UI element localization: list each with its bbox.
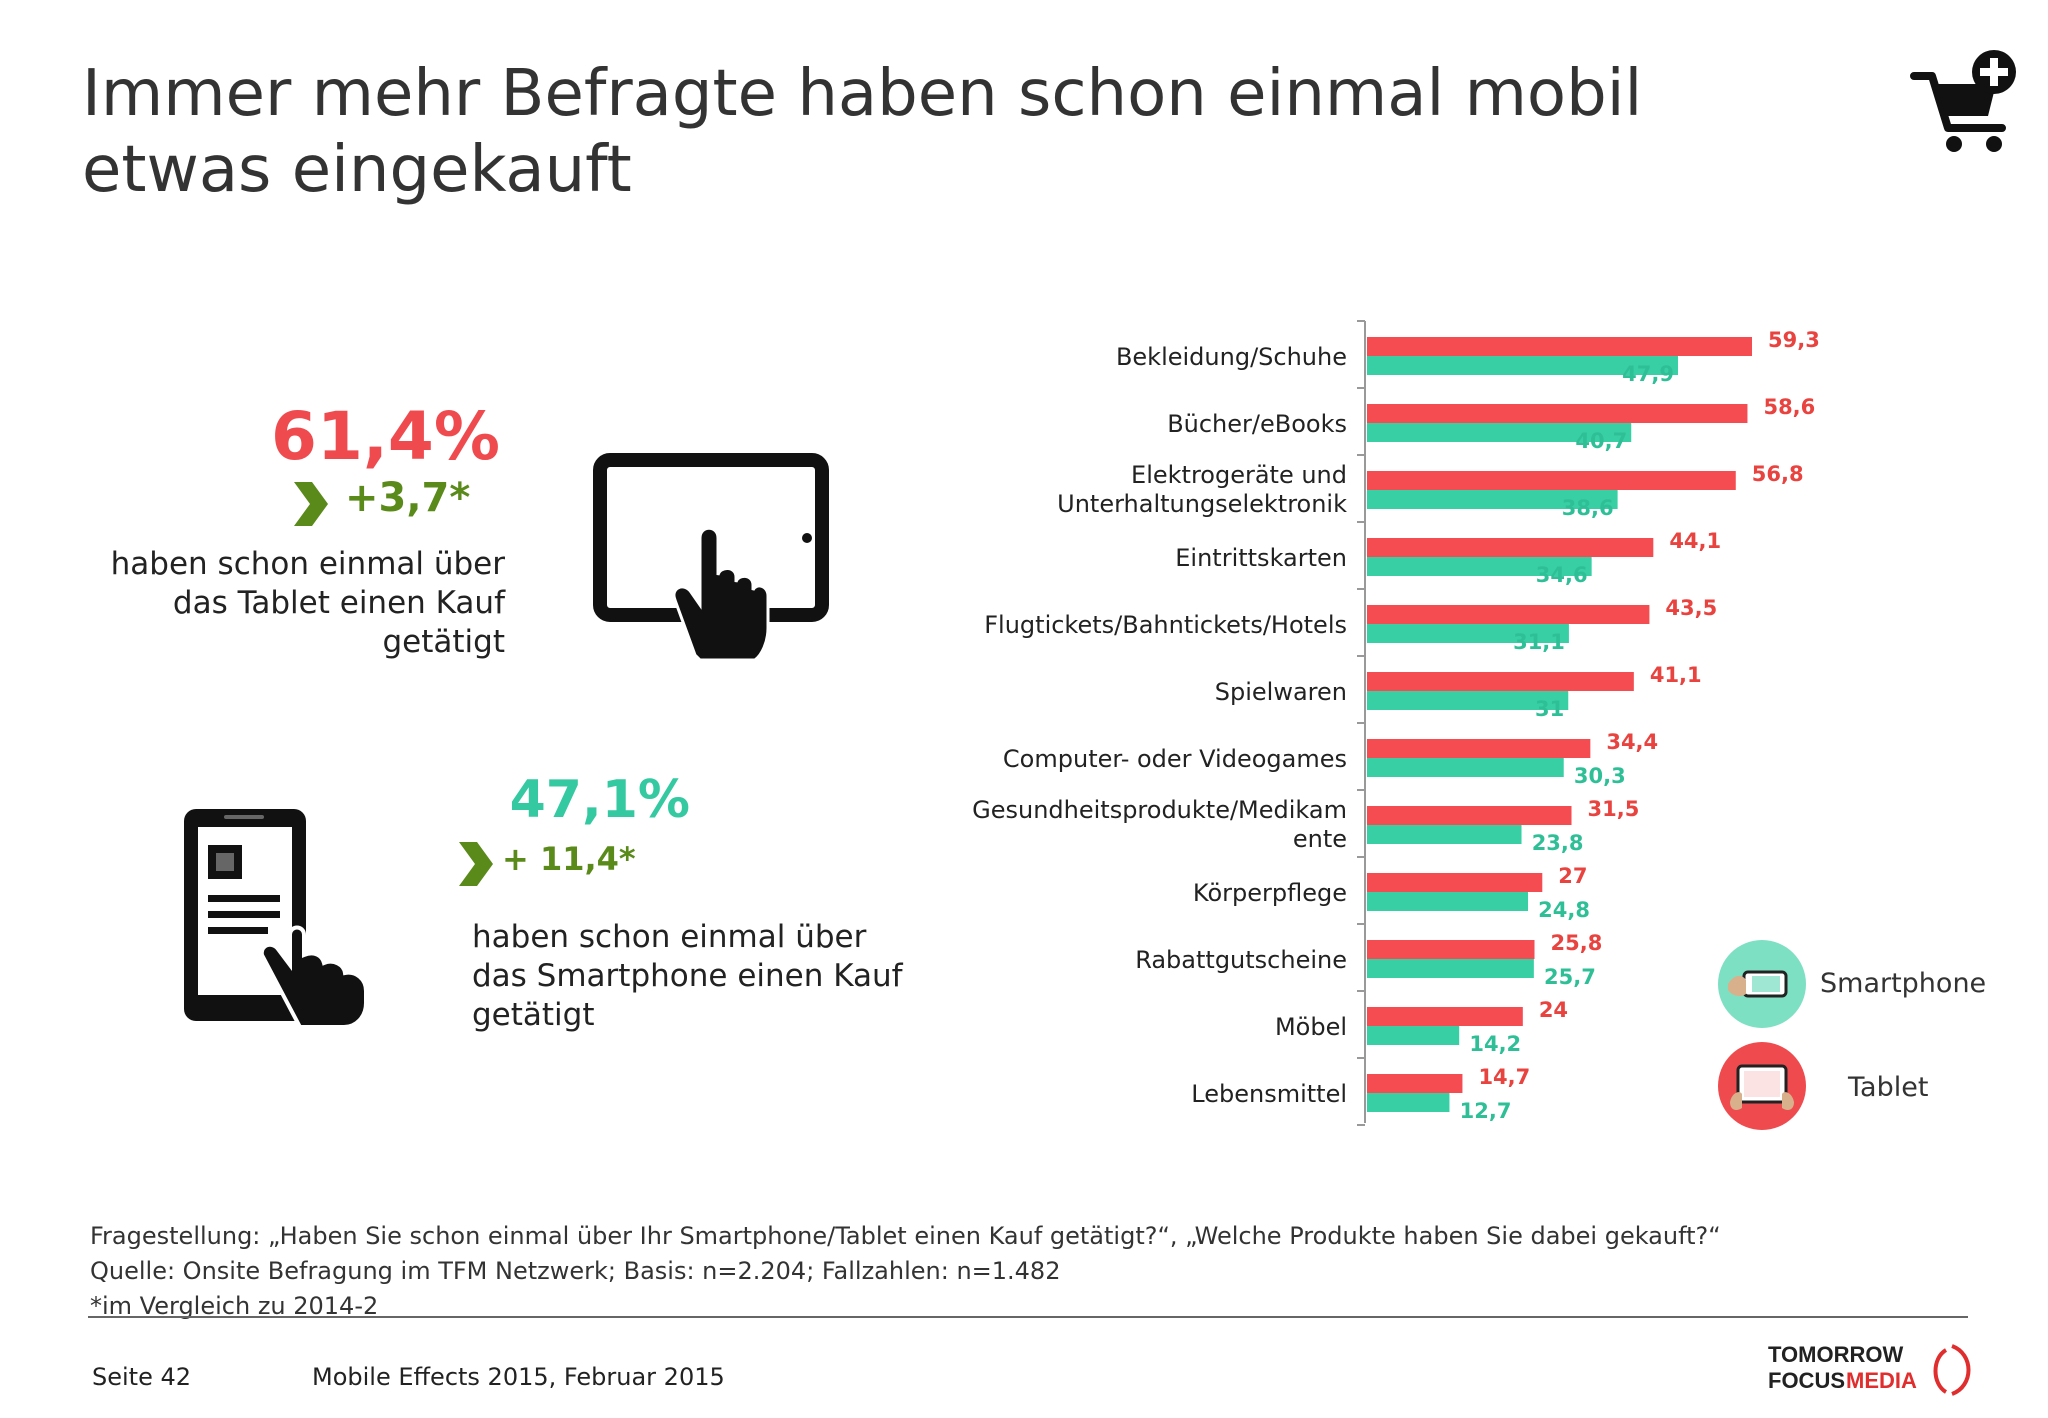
data-label-tablet: 44,1 <box>1669 529 1721 553</box>
smartphone-share-description: haben schon einmal über das Smartphone e… <box>472 919 903 1033</box>
bar-smartphone <box>1367 557 1592 576</box>
data-label-smartphone: 47,9 <box>1622 362 1674 386</box>
footnote-comparison: *im Vergleich zu 2014-2 <box>90 1292 379 1320</box>
data-label-tablet: 43,5 <box>1665 596 1717 620</box>
page-title: Immer mehr Befragte haben schon einmal m… <box>82 57 1643 207</box>
tablet-hands-icon <box>1730 1064 1794 1110</box>
bar-smartphone <box>1367 758 1564 777</box>
shopping-cart-add-icon <box>1910 50 2016 152</box>
data-label-smartphone: 40,7 <box>1575 429 1627 453</box>
category-label: Gesundheitsprodukte/Medikam ente <box>972 796 1347 853</box>
bar-tablet <box>1367 605 1650 624</box>
data-label-tablet: 14,7 <box>1478 1065 1530 1089</box>
bar-tablet <box>1367 1007 1523 1026</box>
bar-chart: Bekleidung/Schuhe 59,3 47,9 Bücher/eBooks 58… <box>972 320 1820 1126</box>
category-label: Bücher/eBooks <box>1167 410 1347 438</box>
category-label: Bekleidung/Schuhe <box>1116 343 1347 371</box>
category-label: Möbel <box>1275 1013 1347 1041</box>
bar-smartphone <box>1367 356 1678 375</box>
bar-tablet <box>1367 1074 1463 1093</box>
data-label-tablet: 56,8 <box>1752 462 1804 486</box>
bar-smartphone <box>1367 892 1529 911</box>
bar-smartphone <box>1367 959 1534 978</box>
legend-tablet-marker <box>1718 1042 1806 1130</box>
data-label-smartphone: 31,1 <box>1513 630 1565 654</box>
data-label-smartphone: 24,8 <box>1538 898 1590 922</box>
bar-tablet <box>1367 940 1535 959</box>
category-label: Computer- oder Videogames <box>1003 745 1347 773</box>
data-label-smartphone: 25,7 <box>1544 965 1596 989</box>
data-label-smartphone: 23,8 <box>1532 831 1584 855</box>
tablet-share-delta: +3,7* <box>345 475 471 521</box>
bar-tablet <box>1367 471 1736 490</box>
data-label-tablet: 25,8 <box>1551 931 1603 955</box>
bar-smartphone <box>1367 691 1569 710</box>
footnote-question: Fragestellung: „Haben Sie schon einmal ü… <box>90 1222 1721 1250</box>
tomorrow-focus-media-logo: TOMORROW FOCUS MEDIA <box>1768 1342 1971 1396</box>
tablet-share-value: 61,4% <box>271 398 500 475</box>
bar-smartphone <box>1367 825 1522 844</box>
logo-line2a: FOCUS <box>1768 1368 1845 1393</box>
category-label: Eintrittskarten <box>1175 544 1347 572</box>
smartphone-share-value: 47,1% <box>509 770 690 830</box>
data-label-tablet: 24 <box>1539 998 1568 1022</box>
data-label-smartphone: 30,3 <box>1574 764 1626 788</box>
legend-tablet-label: Tablet <box>1848 1072 1929 1103</box>
smartphone-landscape-icon <box>1728 970 1788 998</box>
study-name: Mobile Effects 2015, Februar 2015 <box>312 1363 725 1391</box>
bar-smartphone <box>1367 1093 1450 1112</box>
category-label: Körperpflege <box>1193 879 1347 907</box>
data-label-smartphone: 14,2 <box>1469 1032 1521 1056</box>
category-label: Elektrogeräte und Unterhaltungselektronik <box>1057 461 1347 518</box>
bar-tablet <box>1367 337 1752 356</box>
tablet-touch-icon <box>593 453 829 662</box>
legend-smartphone-marker <box>1718 940 1806 1028</box>
chevron-right-icon <box>294 482 328 526</box>
bar-tablet <box>1367 739 1591 758</box>
chevron-right-icon <box>459 842 493 886</box>
bar-smartphone <box>1367 624 1569 643</box>
data-label-tablet: 41,1 <box>1650 663 1702 687</box>
data-label-tablet: 58,6 <box>1763 395 1815 419</box>
bar-smartphone <box>1367 490 1618 509</box>
category-label: Flugtickets/Bahntickets/Hotels <box>984 611 1347 639</box>
data-label-tablet: 31,5 <box>1588 797 1640 821</box>
bar-tablet <box>1367 873 1543 892</box>
logo-line1: TOMORROW <box>1768 1342 1903 1367</box>
data-label-smartphone: 38,6 <box>1562 496 1614 520</box>
data-label-smartphone: 31 <box>1535 697 1564 721</box>
bar-tablet <box>1367 538 1654 557</box>
bar-tablet <box>1367 672 1634 691</box>
bar-tablet <box>1367 806 1572 825</box>
bar-tablet <box>1367 404 1748 423</box>
data-label-tablet: 59,3 <box>1768 328 1820 352</box>
bar-smartphone <box>1367 1026 1460 1045</box>
data-label-smartphone: 12,7 <box>1460 1099 1512 1123</box>
category-label: Rabattgutscheine <box>1135 946 1347 974</box>
data-label-tablet: 27 <box>1558 864 1587 888</box>
data-label-smartphone: 34,6 <box>1536 563 1588 587</box>
smartphone-touch-icon <box>184 809 368 1029</box>
page-number: Seite 42 <box>92 1363 192 1391</box>
logo-line2b: MEDIA <box>1846 1368 1917 1393</box>
smartphone-share-delta: + 11,4* <box>502 840 636 878</box>
footnote-source: Quelle: Onsite Befragung im TFM Netzwerk… <box>90 1257 1061 1285</box>
category-label: Lebensmittel <box>1191 1080 1347 1108</box>
tablet-share-description: haben schon einmal über das Tablet einen… <box>110 546 505 660</box>
legend-smartphone-label: Smartphone <box>1820 968 1987 999</box>
category-label: Spielwaren <box>1215 678 1347 706</box>
bar-smartphone <box>1367 423 1632 442</box>
data-label-tablet: 34,4 <box>1606 730 1658 754</box>
divider <box>88 1316 1968 1318</box>
